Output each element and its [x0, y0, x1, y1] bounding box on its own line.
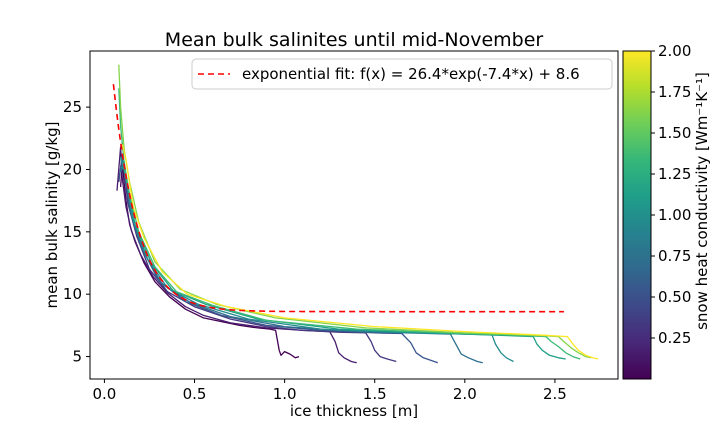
legend-label-fit: exponential fit: f(x) = 26.4*exp(-7.4*x)…: [242, 65, 580, 83]
x-tick-label: 0.0: [92, 385, 116, 403]
colorbar-tick-label: 1.50: [658, 124, 691, 142]
colorbar: 0.25 0.50 0.75 1.00 1.25 1.50 1.75 2.00 snow he…: [622, 42, 711, 380]
colorbar-tick-label: 1.75: [658, 83, 691, 101]
colorbar-scale: [622, 50, 652, 380]
series-line-9: [121, 144, 599, 360]
colorbar-tick-label: 1.00: [658, 206, 691, 224]
x-tick-label: 1.0: [273, 385, 297, 403]
colorbar-ticks: 0.25 0.50 0.75 1.00 1.25 1.50 1.75 2.00: [651, 42, 691, 347]
series-line-7: [118, 88, 581, 360]
colorbar-tick-label: 0.25: [658, 329, 691, 347]
x-tick-label: 2.0: [453, 385, 477, 403]
y-tick-label: 10: [63, 285, 82, 303]
y-tick-label: 20: [63, 160, 82, 178]
x-axis-label: ice thickness [m]: [290, 402, 418, 420]
x-tick-label: 0.5: [183, 385, 207, 403]
legend-box: [191, 58, 613, 90]
x-tick-label: 2.5: [543, 385, 567, 403]
y-tick-label: 15: [63, 223, 82, 241]
plot-content: [112, 64, 599, 364]
colorbar-label: snow heat conductivity [Wm⁻¹K⁻¹]: [693, 72, 711, 330]
series-layer: [116, 64, 599, 364]
colorbar-tick-label: 2.00: [658, 42, 691, 60]
plot-frame: [89, 50, 619, 380]
y-axis-label: mean bulk salinity [g/kg]: [43, 122, 61, 309]
series-line-5: [120, 166, 514, 363]
y-tick-label: 5: [72, 348, 82, 366]
colorbar-tick-label: 1.25: [658, 165, 691, 183]
colorbar-tick-label: 0.50: [658, 288, 691, 306]
colorbar-tick-label: 0.75: [658, 247, 691, 265]
x-axis-ticks: 0.0 0.5 1.0 1.5 2.0 2.5: [92, 379, 567, 403]
series-line-1: [116, 146, 357, 364]
y-tick-label: 25: [63, 98, 82, 116]
legend: exponential fit: f(x) = 26.4*exp(-7.4*x)…: [191, 58, 613, 90]
chart-title: Mean bulk salinites until mid-November: [165, 29, 544, 51]
y-axis-ticks: 5 10 15 20 25: [63, 98, 90, 366]
x-tick-label: 1.5: [363, 385, 387, 403]
